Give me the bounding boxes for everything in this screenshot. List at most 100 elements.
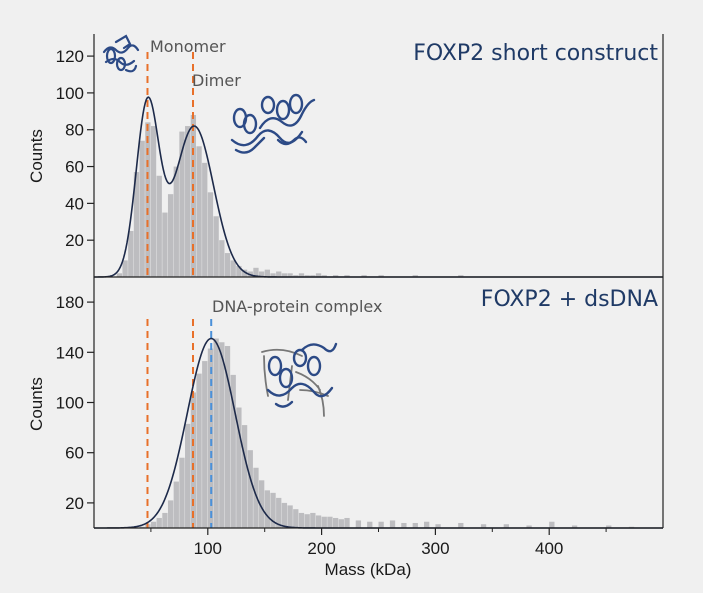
histogram-bar <box>310 512 316 528</box>
histogram-bar <box>424 521 430 528</box>
y-axis-label: Counts <box>27 129 46 183</box>
histogram-bar <box>355 520 362 528</box>
histogram-bar <box>139 526 145 528</box>
histogram-bar <box>173 481 179 528</box>
histogram-bar <box>179 457 185 528</box>
histogram-bar <box>344 275 350 277</box>
histogram-bar <box>281 502 288 528</box>
histogram-bar <box>150 521 157 528</box>
histogram-bar <box>196 146 202 277</box>
histogram-bar <box>503 524 509 528</box>
histogram-bar <box>298 273 305 277</box>
histogram-bar <box>389 520 396 528</box>
histogram-bar <box>185 423 191 528</box>
histogram-bar <box>202 162 208 277</box>
y-tick-label: 60 <box>65 444 84 463</box>
histogram-bar <box>224 346 231 528</box>
y-tick-label: 120 <box>56 47 84 66</box>
histogram-bar <box>196 373 202 528</box>
histogram-bar <box>207 348 214 528</box>
histogram-bar <box>435 524 441 528</box>
histogram-bar <box>207 192 214 277</box>
histogram-bar <box>247 450 253 528</box>
histogram-bar <box>156 517 162 528</box>
histogram-bar <box>230 260 236 277</box>
histogram-bar <box>236 407 242 528</box>
histogram-bar <box>458 275 464 277</box>
histogram-bar <box>230 374 236 528</box>
histogram-bar <box>276 497 282 528</box>
histogram-bar <box>549 521 555 528</box>
x-axis-label: Mass (kDa) <box>325 560 412 579</box>
histogram-bar <box>264 269 270 277</box>
histogram-bar <box>571 525 578 528</box>
histogram-bar <box>412 275 418 277</box>
histogram-bar <box>332 517 339 528</box>
histogram-bar <box>122 260 128 277</box>
histogram-bar <box>526 525 532 528</box>
monomer-structure-icon <box>102 34 140 73</box>
y-tick-label: 80 <box>65 121 84 140</box>
histogram-bar <box>270 492 276 528</box>
x-tick-label: 100 <box>194 539 222 558</box>
histogram-bar <box>253 267 259 277</box>
y-tick-label: 140 <box>56 343 84 362</box>
histogram-bar <box>298 512 305 528</box>
histogram-bar <box>315 515 322 528</box>
histogram-bar <box>241 425 248 528</box>
histogram-bar <box>139 140 145 277</box>
histogram-bar <box>270 273 276 277</box>
histogram-bar <box>190 392 197 528</box>
y-axis-label: Counts <box>27 377 46 431</box>
y-tick-label: 20 <box>65 231 84 250</box>
histogram-bar <box>378 275 384 277</box>
histogram-bar <box>480 524 487 528</box>
histogram-bar <box>259 271 265 277</box>
y-tick-label: 180 <box>56 293 84 312</box>
histogram-bar <box>321 275 327 277</box>
histogram-bar <box>116 273 123 277</box>
histogram-bar <box>458 522 464 528</box>
complex-label: DNA-protein complex <box>212 297 382 316</box>
histogram-bar <box>156 175 162 277</box>
histogram-bar <box>133 172 140 277</box>
histogram-bar <box>321 516 327 528</box>
histogram-bar <box>378 521 384 528</box>
histogram-bar <box>162 512 168 528</box>
histogram-bar <box>219 240 225 277</box>
histogram-bar <box>167 500 174 528</box>
x-tick-label: 300 <box>421 539 449 558</box>
dimer-label: Dimer <box>192 71 241 90</box>
y-tick-label: 20 <box>65 494 84 513</box>
y-tick-label: 100 <box>56 84 84 103</box>
histogram-bar <box>167 194 174 277</box>
x-axis: 100 200 300 400 <box>150 528 607 558</box>
histogram-bar <box>213 216 219 277</box>
histogram-bar <box>173 166 179 277</box>
histogram-bar <box>264 490 270 528</box>
histogram-bar <box>332 275 339 277</box>
y-tick-label: 100 <box>56 394 84 413</box>
histogram-bar <box>179 131 185 277</box>
dimer-structure-icon <box>230 93 316 154</box>
top-panel: 20 40 60 80 100 120 FOXP2 short construct Mon… <box>27 37 663 278</box>
histogram-bar <box>287 273 293 277</box>
histogram-bar <box>281 273 288 277</box>
bottom-panel: 20 60 100 140 180 FOXP2 + dsDNA DNA-protein … <box>27 287 663 529</box>
histogram-bar <box>344 517 350 528</box>
monomer-label: Monomer <box>150 37 226 56</box>
histogram-bar <box>259 480 265 528</box>
y-tick-label: 60 <box>65 158 84 177</box>
axes-frame <box>93 34 664 529</box>
histogram-bar <box>253 467 259 528</box>
histogram-bar <box>315 273 322 277</box>
histogram-bar <box>327 516 333 528</box>
histogram-bar <box>213 338 219 528</box>
histogram-bar <box>293 275 299 277</box>
panel-title: FOXP2 short construct <box>413 41 658 66</box>
histogram-bar <box>219 342 225 528</box>
histogram-bar <box>293 509 299 528</box>
histogram-bar <box>304 514 310 528</box>
histogram-bar <box>162 212 168 277</box>
histogram-bar <box>606 525 612 528</box>
